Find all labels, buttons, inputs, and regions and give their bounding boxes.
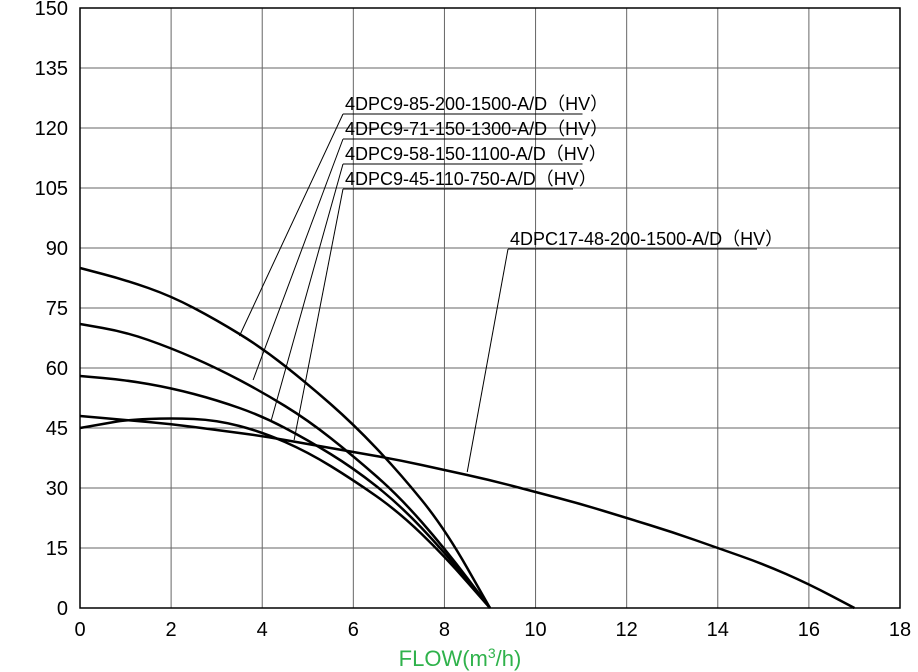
x-tick-label: 10 (524, 619, 546, 641)
x-axis-title: FLOW(m3/h) (399, 645, 522, 671)
chart-svg: 0 2 4 6 8 10 12 14 16 18 0 15 30 45 60 75 90 105 120 135 150… (0, 0, 918, 672)
x-tick-label: 18 (889, 619, 911, 641)
curve-0 (80, 268, 490, 608)
x-tick-label: 8 (439, 619, 450, 641)
x-tick-label: 6 (348, 619, 359, 641)
x-tick-label: 0 (74, 619, 85, 641)
series-label-4: 4DPC17-48-200-1500-A/D（HV） (510, 229, 783, 249)
y-tick-label: 0 (57, 598, 68, 620)
x-tick-label: 4 (257, 619, 268, 641)
series-label-0: 4DPC9-85-200-1500-A/D（HV） (345, 94, 608, 114)
series-label-2: 4DPC9-58-150-1100-A/D（HV） (345, 144, 607, 164)
y-tick-label: 90 (46, 238, 68, 260)
pump-curve-chart: 0 2 4 6 8 10 12 14 16 18 0 15 30 45 60 75 90 105 120 135 150… (0, 0, 918, 672)
y-tick-label: 45 (46, 418, 68, 440)
x-tick-label: 14 (707, 619, 729, 641)
y-tick-label: 150 (35, 0, 68, 20)
leader-2 (271, 164, 343, 420)
y-tick-label: 15 (46, 538, 68, 560)
y-tick-label: 105 (35, 178, 68, 200)
x-tick-label: 12 (616, 619, 638, 641)
y-tick-label: 120 (35, 118, 68, 140)
y-tick-label: 30 (46, 478, 68, 500)
leader-0 (239, 114, 343, 336)
x-tick-label: 16 (798, 619, 820, 641)
leader-4 (467, 249, 508, 472)
series-label-1: 4DPC9-71-150-1300-A/D（HV） (345, 119, 608, 139)
curve-3 (80, 419, 490, 609)
y-tick-label: 135 (35, 58, 68, 80)
x-tick-label: 2 (166, 619, 177, 641)
series-label-3: 4DPC9-45-110-750-A/D（HV） (345, 169, 597, 189)
y-tick-label: 75 (46, 298, 68, 320)
y-tick-label: 60 (46, 358, 68, 380)
leader-3 (294, 189, 343, 440)
curve-2 (80, 376, 490, 608)
